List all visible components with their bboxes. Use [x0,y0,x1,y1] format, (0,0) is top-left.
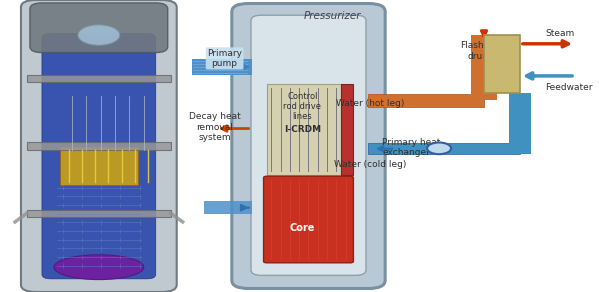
Text: Water (cold leg): Water (cold leg) [334,161,406,169]
Bar [204,201,252,214]
Bar [267,84,341,175]
Bar [27,142,171,150]
Bar [60,147,138,185]
Text: Primary
pump: Primary pump [207,49,242,68]
FancyBboxPatch shape [251,15,366,275]
Text: Feedwater: Feedwater [545,83,592,92]
FancyBboxPatch shape [21,0,177,292]
Text: Steam: Steam [545,29,574,38]
Bar [509,93,531,154]
Bar [368,94,484,107]
Text: Core: Core [290,223,315,233]
Ellipse shape [54,255,144,280]
Text: I-CRDM: I-CRDM [284,126,321,134]
Bar [27,75,171,82]
Bar [27,210,171,217]
Circle shape [427,142,451,154]
Text: Water (hot leg): Water (hot leg) [336,99,404,108]
Text: Primary heat
exchanger: Primary heat exchanger [382,138,440,157]
FancyBboxPatch shape [232,4,385,288]
FancyBboxPatch shape [30,3,168,53]
Bar [368,143,520,154]
Bar [471,35,497,100]
Bar [192,59,252,75]
Bar [484,35,520,93]
FancyBboxPatch shape [42,34,156,279]
Text: Control
rod drive
lines: Control rod drive lines [283,92,322,121]
Text: Decay heat
removal
system: Decay heat removal system [189,112,240,142]
Text: Flashing
drum: Flashing drum [460,41,498,61]
Text: Pressurizer: Pressurizer [304,11,361,21]
Ellipse shape [78,25,120,45]
FancyBboxPatch shape [264,176,353,263]
Bar [341,84,353,175]
